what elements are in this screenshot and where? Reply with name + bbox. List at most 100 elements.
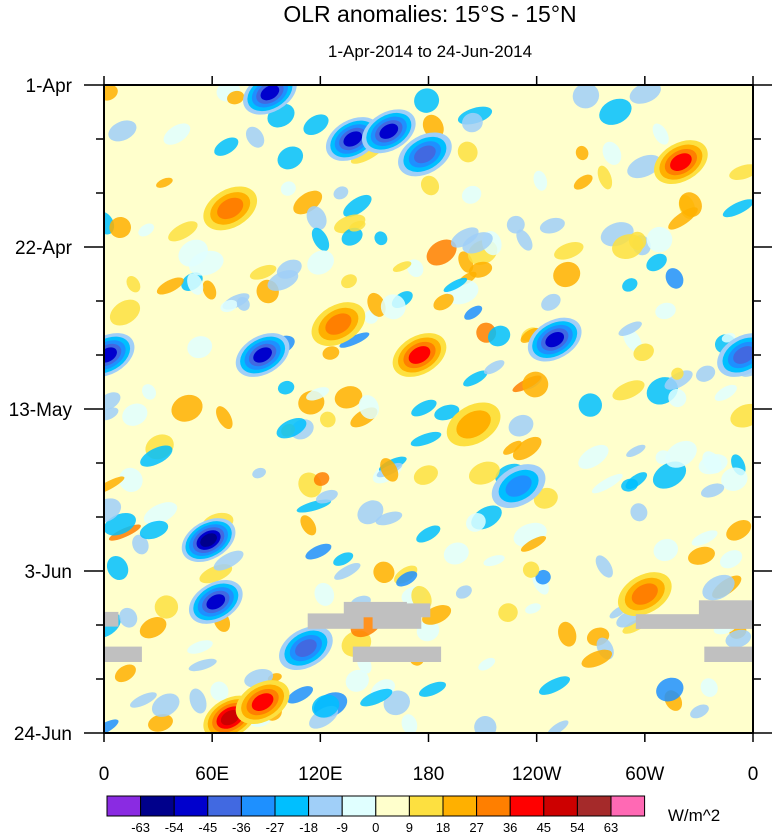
positive-anomaly-center bbox=[654, 140, 708, 185]
anomaly-blob bbox=[581, 649, 613, 668]
anomaly-blob bbox=[612, 234, 644, 260]
anomaly-blob bbox=[104, 476, 125, 495]
anomaly-blob bbox=[129, 692, 157, 708]
chart-subtitle: 1-Apr-2014 to 24-Jun-2014 bbox=[328, 42, 532, 61]
anomaly-blob bbox=[656, 677, 684, 702]
anomaly-blob bbox=[148, 714, 173, 732]
anomaly-blob bbox=[214, 137, 239, 156]
colorbar-label: 63 bbox=[604, 820, 618, 834]
anomaly-blob bbox=[109, 216, 131, 239]
anomaly-blob bbox=[721, 467, 748, 491]
anomaly-blob bbox=[646, 253, 667, 272]
colorbar-label: -36 bbox=[232, 820, 251, 834]
missing-data bbox=[104, 600, 753, 662]
anomaly-blob bbox=[702, 574, 735, 601]
anomaly-blob bbox=[187, 273, 204, 295]
anomaly-blob bbox=[104, 85, 118, 101]
anomaly-blob bbox=[280, 181, 296, 196]
anomaly-blob bbox=[714, 384, 737, 401]
missing-data-block bbox=[352, 646, 442, 662]
anomaly-blob bbox=[122, 403, 148, 426]
anomaly-blob bbox=[220, 299, 238, 313]
anomaly-blob bbox=[702, 451, 722, 474]
anomaly-blob bbox=[104, 392, 121, 411]
anomaly-blob bbox=[443, 542, 469, 565]
anomaly-blob bbox=[156, 177, 173, 188]
colorbar-swatch bbox=[173, 795, 209, 817]
contour-ring bbox=[733, 346, 753, 364]
anomaly-blob bbox=[126, 276, 141, 293]
y-tick-label: 13-May bbox=[9, 400, 73, 421]
anomaly-blob bbox=[163, 123, 191, 145]
anomaly-blob bbox=[483, 360, 505, 375]
positive-anomaly-center bbox=[311, 302, 366, 347]
anomaly-blob bbox=[202, 280, 217, 300]
anomaly-blob bbox=[461, 185, 482, 204]
anomaly-blob bbox=[618, 321, 642, 336]
colorbar-label: -27 bbox=[266, 820, 285, 834]
contour-ring bbox=[206, 594, 226, 610]
anomaly-blob bbox=[538, 676, 571, 695]
negative-anomaly-center bbox=[188, 579, 243, 624]
positive-anomaly-center bbox=[203, 186, 258, 231]
anomaly-blob bbox=[688, 546, 715, 565]
colorbar-label: 36 bbox=[503, 820, 517, 834]
contour-ring bbox=[545, 331, 565, 348]
anomaly-blob bbox=[383, 690, 410, 716]
colorbar-label: 18 bbox=[436, 820, 450, 834]
colorbar-label: -63 bbox=[131, 820, 150, 834]
anomaly-blob bbox=[343, 194, 372, 217]
colorbar-swatch bbox=[140, 795, 175, 817]
anomaly-blob bbox=[558, 621, 577, 647]
anomaly-blob bbox=[457, 141, 478, 163]
positive-anomaly-center bbox=[235, 680, 290, 725]
anomaly-blob bbox=[119, 607, 138, 628]
colorbar-label: 0 bbox=[372, 820, 379, 834]
anomaly-blob bbox=[553, 261, 581, 288]
colorbar-swatch bbox=[576, 795, 612, 817]
anomaly-blob bbox=[357, 500, 384, 525]
anomaly-blob bbox=[143, 502, 178, 525]
anomaly-blob bbox=[109, 299, 141, 326]
negative-anomaly-center bbox=[181, 518, 236, 563]
contour-ring bbox=[456, 410, 491, 439]
anomaly-blob bbox=[468, 261, 493, 278]
anomaly-blob bbox=[392, 261, 412, 272]
y-tick-label: 24-Jun bbox=[14, 724, 72, 745]
anomaly-blob bbox=[726, 520, 752, 541]
anomaly-blob bbox=[300, 515, 317, 536]
anomaly-blob bbox=[700, 678, 718, 697]
anomaly-blob bbox=[503, 440, 522, 455]
anomaly-blob bbox=[578, 393, 602, 417]
anomaly-blob bbox=[646, 226, 673, 253]
colorbar-label: -45 bbox=[198, 820, 217, 834]
colorbar-swatch bbox=[274, 795, 310, 817]
anomaly-blob bbox=[373, 561, 395, 583]
anomaly-blob bbox=[535, 569, 551, 585]
anomaly-blob bbox=[303, 114, 329, 136]
anomaly-blob bbox=[468, 461, 500, 485]
anomaly-blob bbox=[578, 444, 609, 469]
colorbar-label: -9 bbox=[336, 820, 348, 834]
anomaly-blob bbox=[341, 227, 363, 246]
anomaly-blob bbox=[411, 399, 437, 417]
anomaly-blob bbox=[414, 88, 440, 113]
anomaly-blob bbox=[433, 293, 454, 311]
contour-ring bbox=[104, 347, 117, 363]
anomaly-blob bbox=[533, 170, 548, 191]
anomaly-blob bbox=[118, 467, 143, 492]
colorbar-swatch bbox=[476, 795, 511, 817]
contour-ring bbox=[200, 533, 217, 547]
anomaly-blob bbox=[410, 431, 442, 447]
anomaly-blob bbox=[341, 274, 357, 289]
anomaly-blob bbox=[722, 199, 753, 218]
colorbar-label: 45 bbox=[537, 820, 551, 834]
anomaly-blob bbox=[668, 388, 687, 408]
negative-anomaly-center bbox=[279, 626, 333, 671]
contour-ring bbox=[220, 709, 240, 726]
anomaly-blob bbox=[187, 336, 213, 359]
contour-ring bbox=[260, 85, 280, 101]
anomaly-blob bbox=[725, 629, 752, 648]
contour-ring bbox=[251, 693, 274, 711]
anomaly-blob bbox=[730, 403, 753, 428]
